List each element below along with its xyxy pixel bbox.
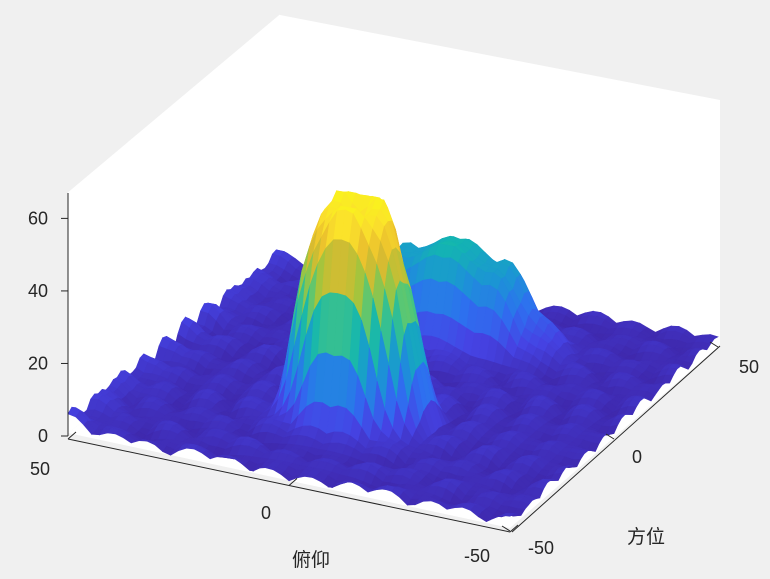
z-tick-label: 20 <box>28 353 48 373</box>
z-tick-label: 0 <box>38 426 48 446</box>
surface-mesh <box>67 190 719 522</box>
tick-mark <box>501 525 511 532</box>
tick-mark <box>288 478 298 486</box>
surface-face <box>501 513 515 517</box>
x-tick-label: 50 <box>30 459 50 479</box>
axes-back-edge <box>67 14 281 194</box>
y-axis-line <box>511 345 721 533</box>
y-tick-label: -50 <box>528 538 554 558</box>
z-tick-label: 40 <box>28 281 48 301</box>
tick-mark <box>605 433 615 440</box>
y-tick-label: 50 <box>739 357 759 377</box>
tick-mark <box>67 431 77 440</box>
tick-mark <box>709 341 719 348</box>
y-tick-label: 0 <box>632 447 642 467</box>
x-tick-label: -50 <box>464 546 490 566</box>
z-tick-label: 60 <box>28 208 48 228</box>
y-axis-label: 方位 <box>627 526 665 548</box>
tick-mark <box>509 524 519 533</box>
x-tick-label: 0 <box>261 503 271 523</box>
x-axis-label: 俯仰 <box>292 549 330 571</box>
axes-back-wall <box>68 15 720 433</box>
axis-ticks: 0 20 40 60 50 0 -50 -50 0 50 <box>28 208 759 566</box>
